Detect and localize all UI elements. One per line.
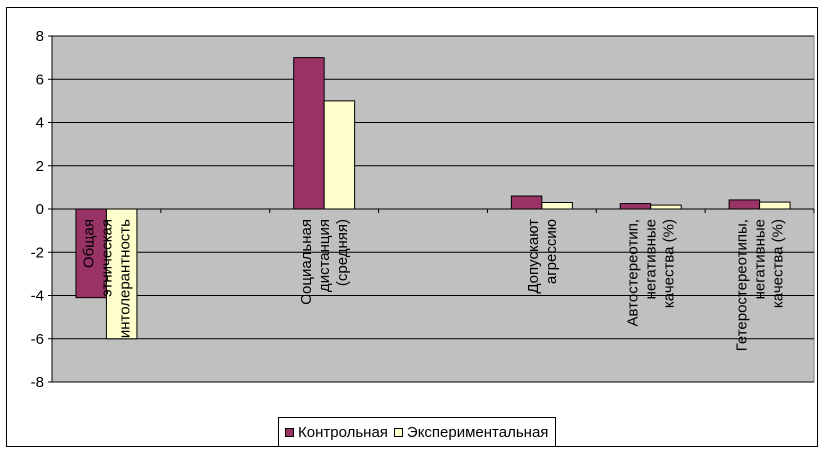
bar-control [728,199,761,210]
bar-control [510,195,543,210]
legend: Контрольная Экспериментальная [278,417,557,447]
x-category-label: (средняя) [334,219,351,286]
x-category-label: Автостереотип, [625,219,642,326]
legend-swatch-experimental [393,427,403,437]
y-tick-label: -2 [31,244,44,261]
bar-experimental [650,204,682,210]
legend-item-experimental: Экспериментальная [393,423,549,441]
chart-frame: -8 -6 -4 -2 0 2 4 6 8 Общая этническая интолерантно… [6,7,818,447]
y-tick-label: 4 [36,115,44,132]
y-tick-label: -4 [31,288,44,305]
x-category-label: качества (%) [661,219,678,308]
x-category-label: качества (%) [770,219,787,308]
bar-control [75,208,107,299]
x-category-label: негативные [643,219,660,299]
bar-experimental [541,202,573,210]
y-tick-label: 8 [36,28,44,45]
x-category-label: негативные [752,219,769,299]
bar-control [293,57,325,210]
x-category-label: интолерантность [116,219,133,338]
legend-swatch-control [285,427,294,437]
x-category-label: Допускают [525,219,542,294]
bar-chart: -8 -6 -4 -2 0 2 4 6 8 Общая этническая интолерантно… [31,28,815,391]
legend-label-control: Контрольная [298,423,388,441]
bar-experimental [105,208,138,340]
legend-label-experimental: Экспериментальная [406,423,549,441]
x-category-label: этническая [98,219,115,297]
x-category-label: Общая [80,219,97,268]
x-category-label: дистанция [316,219,333,292]
x-category-label: Гетеростереотипы, [734,219,751,351]
x-category-label: агрессию [543,219,560,284]
y-tick-label: 0 [36,201,44,218]
legend-item-control: Контрольная [285,424,388,441]
y-tick-label: 6 [36,71,44,88]
x-category-label: Социальная [298,219,315,305]
bar-experimental [759,201,791,210]
y-tick-label: -6 [31,331,44,348]
bar-control [619,203,652,210]
y-tick-label: -8 [31,374,44,391]
y-tick-label: 2 [36,158,44,175]
bar-experimental [323,100,356,210]
